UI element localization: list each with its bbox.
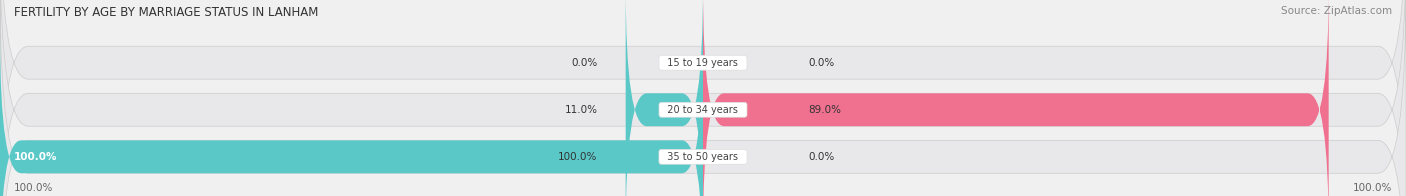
Text: 100.0%: 100.0% bbox=[558, 152, 598, 162]
FancyBboxPatch shape bbox=[626, 0, 703, 196]
Text: 100.0%: 100.0% bbox=[1353, 183, 1392, 193]
Text: 0.0%: 0.0% bbox=[808, 58, 835, 68]
Text: 15 to 19 years: 15 to 19 years bbox=[661, 58, 745, 68]
Text: Source: ZipAtlas.com: Source: ZipAtlas.com bbox=[1281, 6, 1392, 16]
FancyBboxPatch shape bbox=[703, 0, 1329, 196]
Text: 89.0%: 89.0% bbox=[808, 105, 841, 115]
Text: 35 to 50 years: 35 to 50 years bbox=[661, 152, 745, 162]
Text: 100.0%: 100.0% bbox=[14, 152, 58, 162]
Text: 11.0%: 11.0% bbox=[565, 105, 598, 115]
Text: 0.0%: 0.0% bbox=[808, 152, 835, 162]
FancyBboxPatch shape bbox=[0, 32, 703, 196]
Text: 100.0%: 100.0% bbox=[14, 183, 53, 193]
Text: FERTILITY BY AGE BY MARRIAGE STATUS IN LANHAM: FERTILITY BY AGE BY MARRIAGE STATUS IN L… bbox=[14, 6, 318, 19]
Text: 0.0%: 0.0% bbox=[571, 58, 598, 68]
Text: 20 to 34 years: 20 to 34 years bbox=[661, 105, 745, 115]
